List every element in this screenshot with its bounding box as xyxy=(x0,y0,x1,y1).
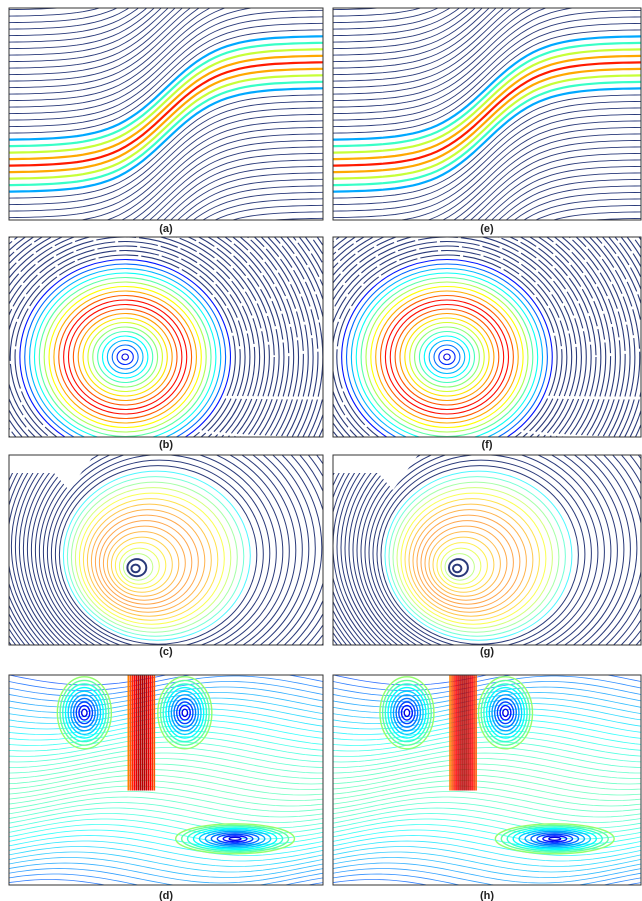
panel-label: (g) xyxy=(480,646,494,658)
streamline xyxy=(503,709,508,716)
streamline xyxy=(0,0,329,3)
panel-label: (b) xyxy=(159,439,173,451)
panel-label: (f) xyxy=(482,439,493,451)
panel-content xyxy=(323,665,642,900)
panel xyxy=(323,665,642,900)
streamline xyxy=(323,0,642,3)
panel-label: (d) xyxy=(159,890,173,901)
streamline xyxy=(182,709,187,716)
streamline xyxy=(549,837,561,840)
panel-content xyxy=(0,665,329,900)
panel xyxy=(0,665,329,900)
panel-label: (e) xyxy=(480,223,494,235)
panel-label: (h) xyxy=(480,890,494,901)
streamline xyxy=(404,709,409,716)
streamline xyxy=(82,709,87,716)
figure: (a) (e) (b) (f) (c) (g) (d) (h) xyxy=(0,0,642,901)
streamline xyxy=(229,837,241,840)
panel-label: (a) xyxy=(159,223,173,235)
panel-label: (c) xyxy=(159,646,173,658)
